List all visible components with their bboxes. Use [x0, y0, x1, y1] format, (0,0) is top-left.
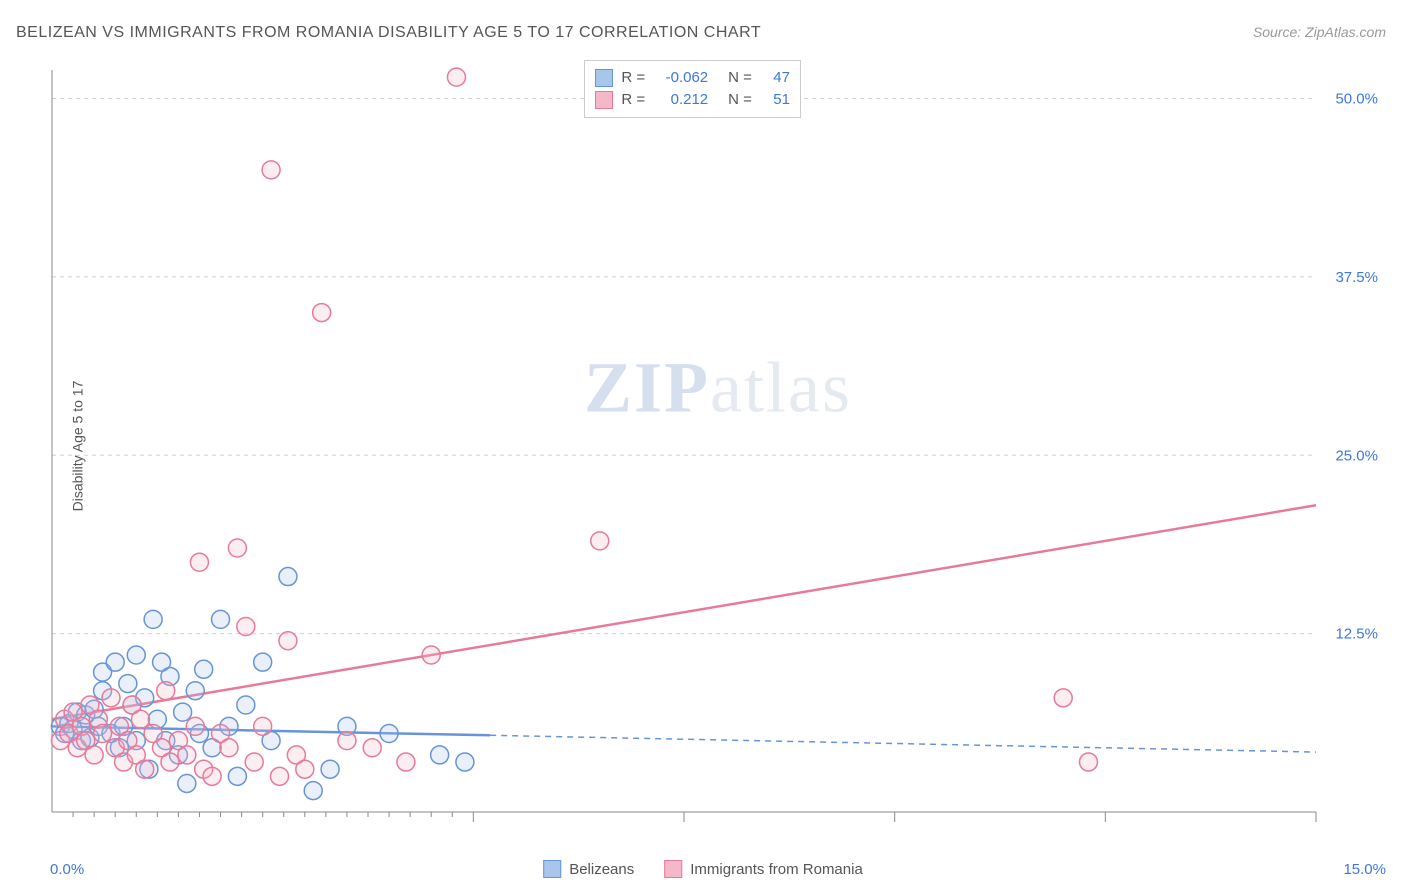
- x-axis-min-label: 0.0%: [50, 861, 84, 878]
- svg-text:12.5%: 12.5%: [1335, 626, 1378, 643]
- legend-swatch: [543, 860, 561, 878]
- legend-n-label: N =: [728, 67, 752, 89]
- legend-series-label: Immigrants from Romania: [690, 861, 863, 878]
- legend-item: Immigrants from Romania: [664, 860, 863, 878]
- source-attribution: Source: ZipAtlas.com: [1253, 24, 1386, 40]
- series-legend: Belizeans Immigrants from Romania: [543, 860, 863, 878]
- legend-r-label: R =: [621, 67, 645, 89]
- legend-swatch: [595, 91, 613, 109]
- legend-series-label: Belizeans: [569, 861, 634, 878]
- scatter-chart-svg: 12.5% 25.0% 37.5% 50.0%: [50, 60, 1386, 842]
- legend-r-label: R =: [621, 89, 645, 111]
- svg-text:25.0%: 25.0%: [1335, 447, 1378, 464]
- svg-text:50.0%: 50.0%: [1335, 91, 1378, 108]
- svg-text:37.5%: 37.5%: [1335, 269, 1378, 286]
- legend-r-value: -0.062: [653, 67, 708, 89]
- legend-n-value: 47: [760, 67, 790, 89]
- correlation-legend: R = -0.062 N = 47 R = 0.212 N = 51: [584, 60, 801, 118]
- legend-swatch: [664, 860, 682, 878]
- legend-n-value: 51: [760, 89, 790, 111]
- chart-title: BELIZEAN VS IMMIGRANTS FROM ROMANIA DISA…: [16, 24, 761, 42]
- legend-n-label: N =: [728, 89, 752, 111]
- x-axis-max-label: 15.0%: [1343, 861, 1386, 878]
- legend-swatch: [595, 69, 613, 87]
- chart-area: 12.5%25.0%37.5%50.0% ZIPatlas R = -0.062…: [50, 60, 1386, 842]
- legend-item: Belizeans: [543, 860, 634, 878]
- legend-r-value: 0.212: [653, 89, 708, 111]
